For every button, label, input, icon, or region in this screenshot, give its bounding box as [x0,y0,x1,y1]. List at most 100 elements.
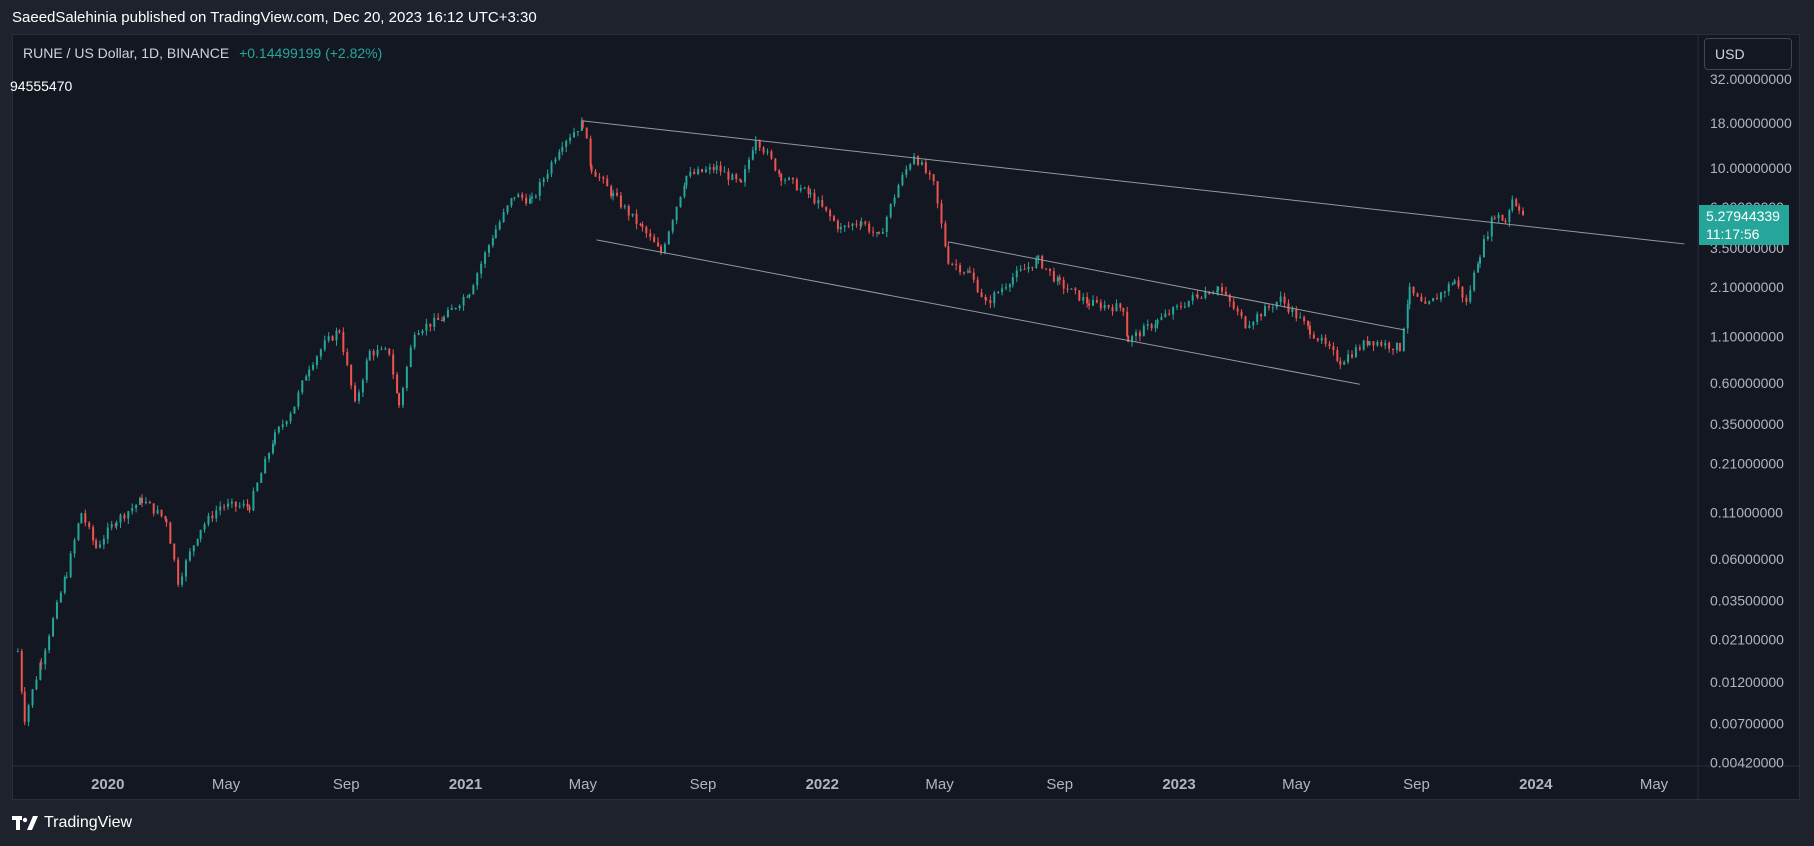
candle-body [156,509,159,514]
candle-body [1142,325,1145,337]
candle-body [1191,295,1194,301]
candle-body [565,140,568,147]
candle-body [271,443,274,454]
candle-body [546,173,549,179]
y-tick-label: 0.35000000 [1710,416,1784,432]
candle-body [1358,347,1361,350]
candle-body [1461,286,1464,298]
candle-body [525,197,528,204]
price-change: +0.14499199 (+2.82%) [239,45,383,61]
candle-body [860,221,863,226]
candle-body [63,577,66,593]
candle-body [69,553,72,577]
candle-body [799,188,802,191]
candle-body [223,506,226,508]
y-tick-label: 32.00000000 [1710,71,1792,87]
candle-body [1122,307,1125,312]
candle-body [131,508,134,512]
candle-body [510,198,513,206]
candle-body [864,221,867,224]
candle-body [357,392,360,401]
y-tick-label: 0.00700000 [1710,715,1784,731]
candle-body [984,296,987,300]
x-tick-label: Sep [690,776,717,793]
candle-body [268,453,271,459]
candle-body [188,551,191,561]
candle-body [951,263,954,265]
candle-body [723,171,726,173]
candle-body [920,162,923,165]
candle-body [308,369,311,377]
x-tick-label: Sep [333,776,360,793]
candle-body [433,317,436,327]
candle-body [1493,217,1496,219]
candle-body [1416,293,1419,297]
candle-body [1221,287,1224,292]
candle-body [119,514,122,523]
candle-body [1160,317,1163,320]
candle-body [917,156,920,165]
candle-body [443,317,446,321]
candle-body [944,223,947,247]
candle-body [84,513,87,523]
candle-body [1216,290,1219,292]
candle-body [1052,271,1055,282]
candle-body [659,246,662,253]
candle-body [1037,255,1040,259]
trendline [596,239,1360,385]
candle-body [832,216,835,221]
candle-body [65,576,68,578]
candle-body [1420,296,1423,302]
candle-body [751,150,754,160]
candle-body [989,299,992,304]
candle-body [513,197,516,199]
y-tick-label: 18.00000000 [1710,115,1792,131]
candle-body [177,559,180,585]
candle-body [836,220,839,230]
candle-body [413,334,416,348]
y-tick-label: 0.03500000 [1710,592,1784,608]
candle-body [181,576,184,585]
x-tick-label: 2023 [1162,776,1195,793]
candle-body [1035,258,1038,268]
currency-button[interactable]: USD [1704,38,1792,70]
candle-body [1308,325,1311,335]
candle-body [727,171,730,180]
candle-body [1279,296,1282,302]
chart-frame[interactable] [12,34,1800,800]
candle-body [1127,336,1130,343]
candle-body [877,232,880,234]
candle-body [809,192,812,194]
candle-body [847,225,850,227]
candle-body [534,195,537,197]
candle-body [817,200,820,204]
candle-body [1299,317,1302,319]
candle-body [667,231,670,245]
candle-body [227,503,230,507]
candle-body [679,196,682,207]
candle-body [1224,291,1227,295]
candle-body [293,406,296,414]
candle-body [980,292,983,297]
candle-body [1424,301,1427,304]
candle-body [1320,337,1323,341]
candle-body [997,292,1000,294]
candle-body [1439,292,1442,300]
candle-body [641,224,644,228]
candle-body [663,244,666,253]
candle-body [1395,342,1398,351]
candle-body [657,242,660,247]
candle-body [1187,300,1190,307]
candle-body [1283,296,1286,304]
candle-body [1264,306,1267,317]
candle-body [1074,288,1077,291]
candle-body [780,173,783,181]
candle-body [813,192,816,204]
candle-body [1119,303,1122,308]
footer-brand[interactable]: TradingView [12,814,132,832]
candle-body [1091,300,1094,306]
y-tick-label: 0.02100000 [1710,631,1784,647]
candle-body [576,131,579,133]
candle-body [252,490,255,511]
